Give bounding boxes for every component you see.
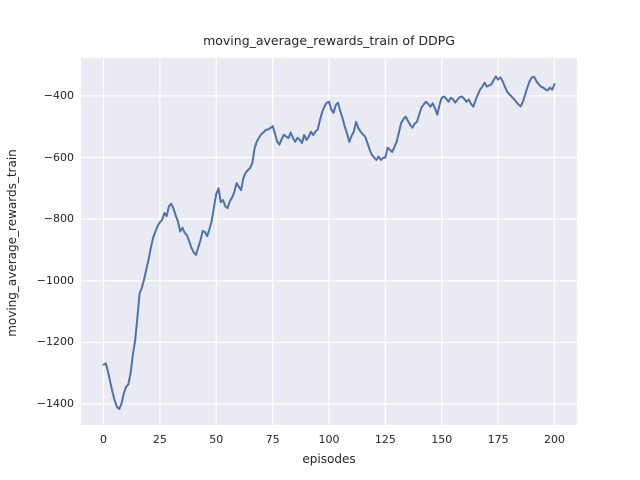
y-tick-label: −1000 [36, 273, 74, 287]
x-tick-label: 150 [431, 433, 453, 446]
x-tick-label: 0 [100, 433, 108, 446]
x-tick-label: 25 [152, 433, 167, 446]
x-axis-label: episodes [302, 452, 356, 466]
y-tick-label: −1400 [36, 397, 74, 411]
x-tick-label: 50 [209, 433, 224, 446]
y-tick-label: −1200 [36, 335, 74, 349]
x-tick-label: 75 [265, 433, 280, 446]
line-chart [81, 58, 577, 425]
series-line-moving_average_rewards_train [102, 75, 556, 410]
x-tick-label: 200 [543, 433, 565, 446]
y-tick-label: −400 [43, 88, 74, 102]
y-tick-label: −800 [43, 212, 74, 226]
chart-title: moving_average_rewards_train of DDPG [203, 33, 455, 48]
x-tick-label: 125 [374, 433, 396, 446]
y-tick-label: −600 [43, 150, 74, 164]
plot-area [81, 58, 577, 425]
x-tick-label: 100 [318, 433, 340, 446]
x-tick-label: 175 [487, 433, 509, 446]
